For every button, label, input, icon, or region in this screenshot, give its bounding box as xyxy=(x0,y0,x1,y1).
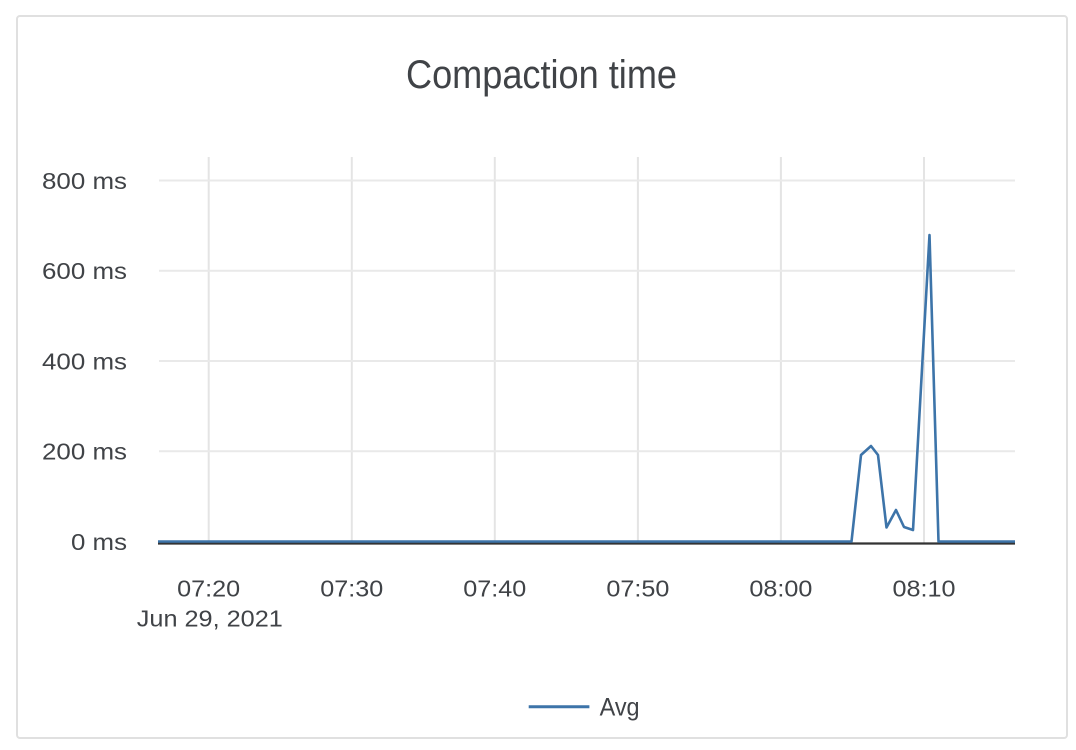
svg-text:08:00: 08:00 xyxy=(749,575,812,601)
svg-text:07:50: 07:50 xyxy=(606,575,669,601)
svg-text:Compaction time: Compaction time xyxy=(406,53,677,97)
svg-text:07:20: 07:20 xyxy=(177,575,240,601)
svg-text:07:40: 07:40 xyxy=(463,575,526,601)
svg-text:400 ms: 400 ms xyxy=(42,348,127,374)
svg-text:200 ms: 200 ms xyxy=(42,439,127,465)
svg-text:07:30: 07:30 xyxy=(320,575,383,601)
svg-text:Jun 29, 2021: Jun 29, 2021 xyxy=(137,605,283,631)
svg-text:800 ms: 800 ms xyxy=(42,168,127,194)
svg-text:08:10: 08:10 xyxy=(893,575,956,601)
svg-text:Avg: Avg xyxy=(600,693,640,721)
svg-text:600 ms: 600 ms xyxy=(42,258,127,284)
svg-text:0 ms: 0 ms xyxy=(71,529,127,555)
